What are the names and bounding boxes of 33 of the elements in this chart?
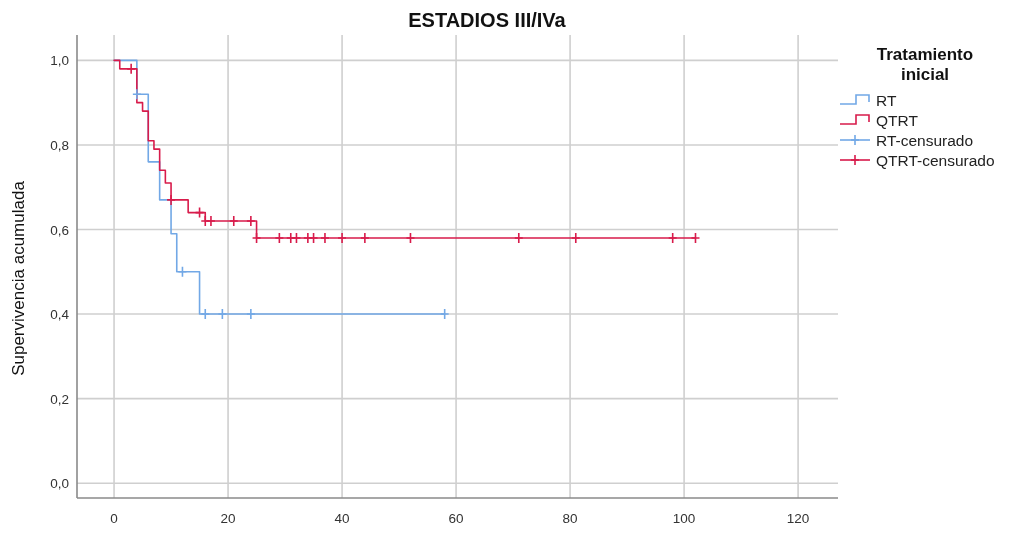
x-tick-label: 20 (220, 511, 236, 526)
y-tick-label: 0,2 (50, 391, 69, 407)
y-axis-title: Supervivencia acumulada (9, 180, 28, 376)
y-tick-label: 0,8 (50, 137, 69, 153)
point (337, 232, 347, 244)
legend-label: QTRT-censurado (876, 151, 995, 169)
x-tick-label: 120 (786, 511, 810, 526)
y-tick-label: 0,6 (50, 222, 69, 238)
point (303, 232, 313, 244)
x-tick-label: 40 (334, 511, 350, 526)
point (246, 215, 256, 227)
y-tick-label: 0,4 (50, 307, 70, 323)
x-tick-label: 100 (672, 511, 696, 526)
chart-title: ESTADIOS III/IVa (408, 9, 567, 31)
legend-label: QTRT (876, 111, 919, 129)
x-tick-label: 60 (448, 511, 464, 526)
point (206, 215, 216, 227)
point (246, 308, 256, 320)
point (132, 88, 142, 100)
y-tick-label: 1,0 (50, 53, 69, 69)
point (513, 232, 524, 244)
point (320, 232, 330, 244)
x-tick-label: 80 (562, 511, 578, 526)
x-tick-label: 0 (110, 511, 118, 526)
point (360, 232, 370, 244)
point (166, 194, 176, 206)
point (228, 215, 239, 227)
point (570, 232, 581, 244)
y-tick-label: 0,0 (50, 476, 69, 492)
point (126, 63, 136, 75)
legend-title: Tratamiento inicial (876, 45, 974, 84)
legend-label: RT (876, 91, 897, 109)
legend-label: RT-censurado (876, 131, 974, 149)
